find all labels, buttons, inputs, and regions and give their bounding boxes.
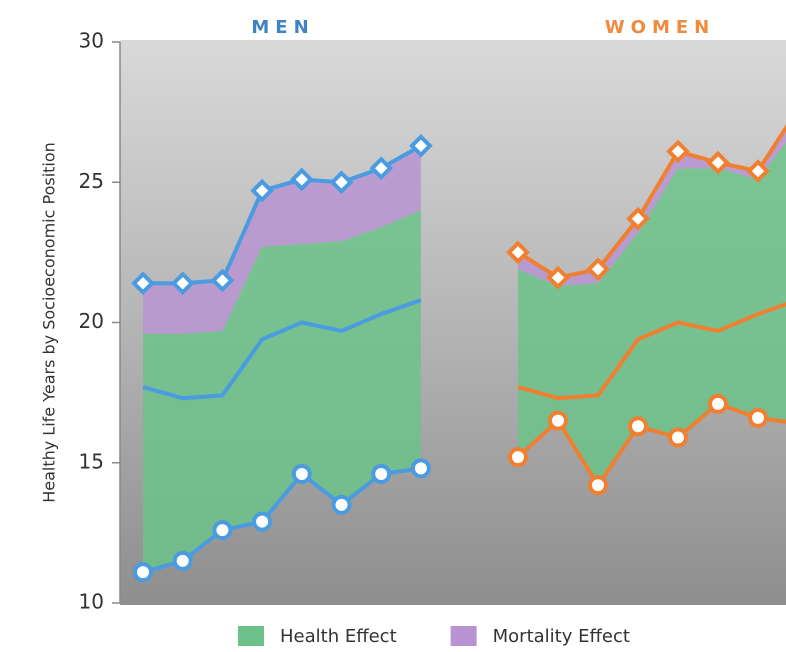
circle-marker: [510, 449, 526, 465]
circle-marker: [413, 460, 429, 476]
circle-marker: [670, 430, 686, 446]
circle-marker: [135, 564, 151, 580]
circle-marker: [214, 522, 230, 538]
circle-marker: [373, 466, 389, 482]
y-tick-label: 25: [79, 169, 104, 193]
y-axis-label: Healthy Life Years by Socioeconomic Posi…: [40, 142, 59, 503]
circle-marker: [630, 418, 646, 434]
circle-marker: [710, 396, 726, 412]
panel-title: MEN: [251, 17, 314, 38]
legend-label: Mortality Effect: [493, 626, 630, 647]
legend-swatch: [451, 626, 477, 646]
y-tick-label: 20: [79, 309, 104, 333]
circle-marker: [590, 477, 606, 493]
chart: 10 15 20 25 30 Healthy Life Years by Socioeco…: [0, 0, 786, 648]
legend-swatch: [238, 626, 264, 646]
y-tick-label: 30: [79, 29, 104, 53]
circle-marker: [175, 553, 191, 569]
y-tick-label: 10: [79, 590, 104, 614]
circle-marker: [334, 497, 350, 513]
circle-marker: [254, 514, 270, 530]
circle-marker: [550, 413, 566, 429]
panel-title: WOMEN: [605, 17, 715, 38]
circle-marker: [750, 410, 766, 426]
legend-label: Health Effect: [280, 626, 397, 647]
y-tick-label: 15: [79, 449, 104, 473]
circle-marker: [294, 466, 310, 482]
